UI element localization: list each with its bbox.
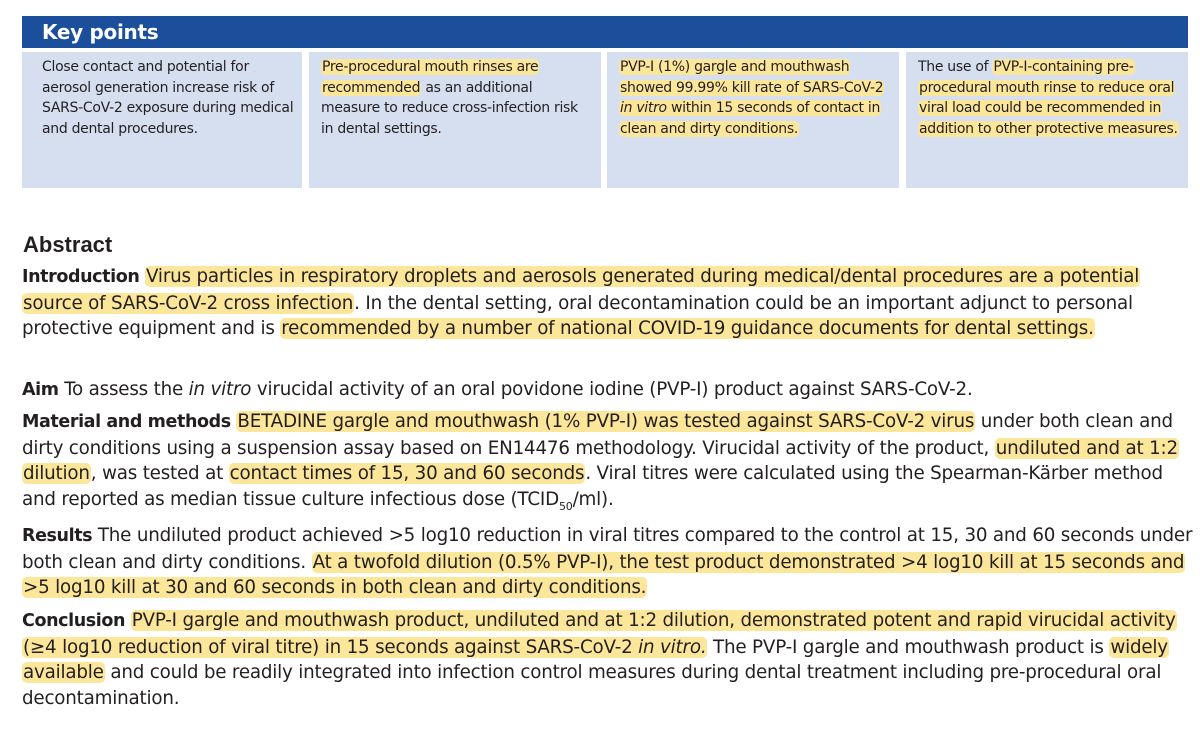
highlighted-text: BETADINE gargle and mouthwash (1% PVP-I)… [236,411,976,432]
key-point-box-2: Pre-procedural mouth rinses are recommen… [309,52,601,188]
paragraph-text: The undiluted product achieved >5 log10 … [22,525,1193,573]
highlighted-text: recommended by a number of national COVI… [280,318,1095,339]
paragraph-text: under both clean and dirty conditions us… [22,411,1173,459]
key-point-text: Close contact and potential for aerosol … [42,57,294,139]
paragraph-text: /ml). [572,488,614,510]
paragraph-text: , was tested at [90,463,229,484]
aim-label: Aim [22,380,59,400]
conclusion-paragraph: Conclusion PVP-I gargle and mouthwash pr… [22,608,1198,711]
paragraph-text: virucidal activity of an oral povidone i… [251,379,973,400]
key-point-text: PVP-I (1%) gargle and mouthwash showed 9… [619,57,891,139]
methods-label: Material and methods [22,412,231,432]
introduction-label: Introduction [22,267,140,287]
key-point-box-1: Close contact and potential for aerosol … [22,52,302,188]
highlighted-text-run: PVP-I (1%) gargle and mouthwash showed 9… [620,59,884,96]
highlighted-text-run: within 15 seconds of contact in clean an… [620,100,881,137]
key-point-box-4: The use of PVP-I-containing pre-procedur… [906,52,1188,188]
highlighted-text-run: PVP-I gargle and mouthwash product, undi… [23,610,1176,658]
methods-paragraph: Material and methods BETADINE gargle and… [22,409,1198,512]
conclusion-label: Conclusion [22,611,126,631]
subscript-text: 50 [558,499,573,513]
highlighted-text: contact times of 15, 30 and 60 seconds [228,463,586,484]
results-paragraph: Results The undiluted product achieved >… [22,523,1198,601]
key-point-text: The use of PVP-I-containing pre-procedur… [918,57,1180,139]
paragraph-text: . In the dental setting, oral decontamin… [22,292,1133,340]
aim-paragraph: Aim To assess the in vitro virucidal act… [22,377,1198,404]
paragraph-text: The PVP-I gargle and mouthwash product i… [707,636,1110,658]
results-label: Results [22,526,93,546]
paragraph-text: To assess the [64,379,189,400]
key-point-box-3: PVP-I (1%) gargle and mouthwash showed 9… [607,52,899,188]
key-point-text-run: The use of [918,59,993,75]
key-point-text: Pre-procedural mouth rinses are recommen… [321,57,593,139]
key-point-text-run: Close contact and potential for aerosol … [42,59,294,137]
key-points-title: Key points [42,20,159,44]
paragraph-text: and could be readily integrated into inf… [22,662,1162,709]
abstract-title: Abstract [23,232,113,257]
introduction-paragraph: Introduction Virus particles in respirat… [22,264,1198,342]
italic-text: in vitro. [638,636,707,658]
italic-text: in vitro [620,100,667,116]
key-points-header: Key points [22,16,1188,48]
key-point-text-run: as an additional measure to reduce cross… [321,79,578,137]
paragraph-text: . Viral titres were calculated using the… [22,463,1163,510]
highlighted-text: PVP-I (1%) gargle and mouthwash showed 9… [619,59,885,137]
italic-text: in vitro [188,379,252,400]
